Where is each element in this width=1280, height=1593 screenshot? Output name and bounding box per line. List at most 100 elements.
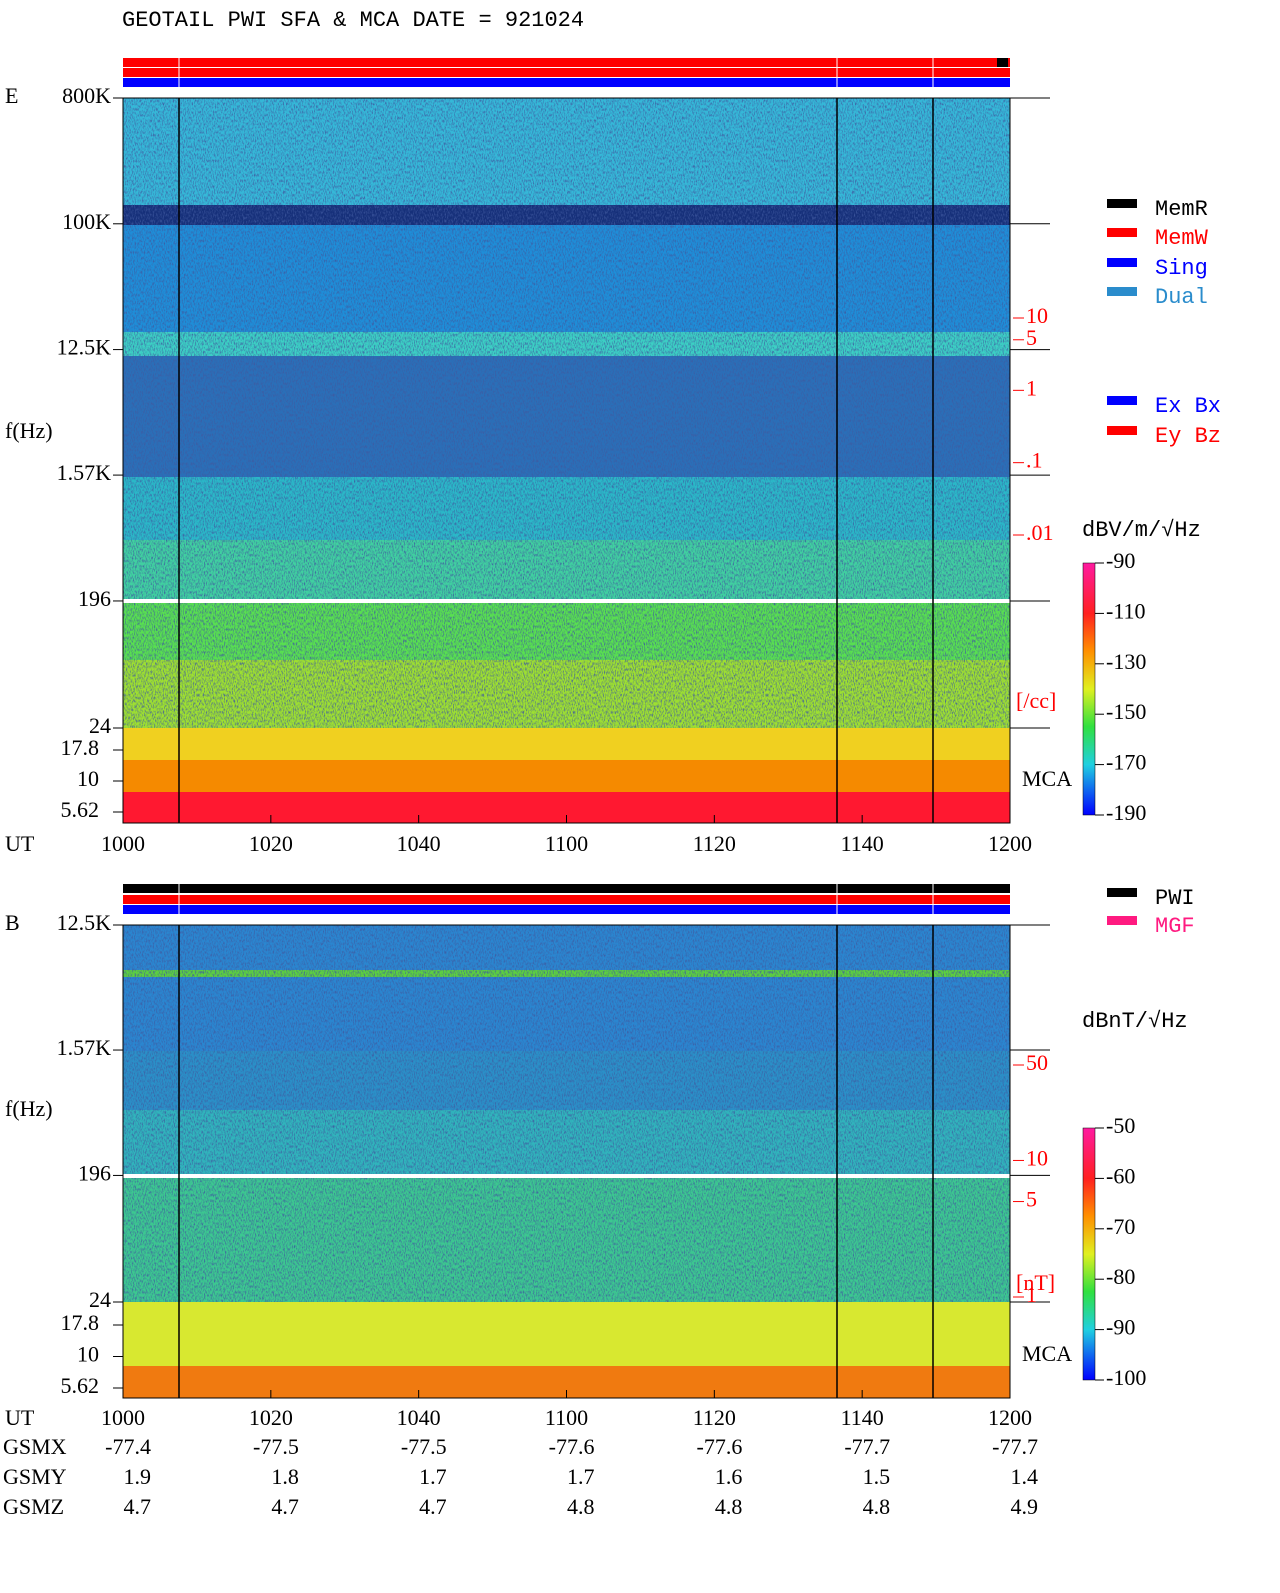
- orbit-value: -77.4: [105, 1434, 151, 1459]
- x-tick-label: 1120: [693, 831, 736, 856]
- mca-label: MCA: [1022, 1341, 1072, 1366]
- y-tick-label: 12.5K: [57, 335, 112, 360]
- x-tick-label: 1020: [249, 831, 293, 856]
- mca-tick-label: 10: [77, 766, 99, 791]
- legend-swatch: [1107, 258, 1137, 267]
- legend-swatch: [1107, 916, 1137, 925]
- orbit-value: 4.7: [124, 1494, 152, 1519]
- orbit-value: 1.6: [715, 1464, 743, 1489]
- legend-label: MemR: [1155, 197, 1208, 222]
- spectrogram-texture: [123, 98, 1010, 728]
- x-tick-label: 1000: [101, 1405, 145, 1430]
- orbit-value: 1.7: [419, 1464, 447, 1489]
- x-tick-label: 1140: [841, 1405, 884, 1430]
- right-tick-label: .1: [1026, 448, 1043, 473]
- y-tick-label: 24: [89, 713, 111, 738]
- mca-label: MCA: [1022, 766, 1072, 791]
- legend-label: Dual: [1155, 285, 1208, 310]
- orbit-value: 1.9: [124, 1464, 152, 1489]
- colorbar-tick-label: -60: [1106, 1163, 1135, 1188]
- x-axis-label: UT: [5, 831, 35, 856]
- right-tick-label: 5: [1026, 1187, 1037, 1212]
- orbit-value: 4.8: [715, 1494, 743, 1519]
- colorbar-tick-label: -170: [1106, 750, 1146, 775]
- mca-tick-label: 5.62: [61, 1373, 100, 1398]
- mca-tick-label: 5.62: [61, 797, 100, 822]
- colorbar-tick-label: -100: [1106, 1365, 1146, 1390]
- legend-label: Sing: [1155, 256, 1208, 281]
- legend-label: MemW: [1155, 226, 1209, 251]
- legend-label: PWI: [1155, 886, 1195, 911]
- x-tick-label: 1100: [545, 831, 588, 856]
- right-tick-label: 1: [1026, 1282, 1037, 1307]
- legend-swatch: [1107, 287, 1137, 296]
- orbit-value: 4.7: [419, 1494, 447, 1519]
- right-axis-label: [nT]: [1016, 1270, 1055, 1295]
- mca-tick-label: 17.8: [61, 1310, 100, 1335]
- orbit-value: -77.5: [253, 1434, 299, 1459]
- colorbar-label: dBnT/√Hz: [1082, 1009, 1188, 1034]
- mca-tick-label: 10: [77, 1342, 99, 1367]
- x-tick-label: 1200: [988, 831, 1032, 856]
- legend-swatch: [1107, 228, 1137, 237]
- orbit-value: 4.7: [271, 1494, 299, 1519]
- colorbar-tick-label: -130: [1106, 649, 1146, 674]
- mode-bar: [123, 58, 1010, 67]
- orbit-value: 1.5: [863, 1464, 891, 1489]
- colorbar-tick-label: -90: [1106, 548, 1135, 573]
- x-tick-label: 1200: [988, 1405, 1032, 1430]
- colorbar: [1082, 562, 1096, 816]
- x-tick-label: 1120: [693, 1405, 736, 1430]
- orbit-row-label: GSMX: [3, 1434, 67, 1459]
- orbit-value: 1.4: [1011, 1464, 1039, 1489]
- colorbar-tick-label: -80: [1106, 1264, 1135, 1289]
- x-axis-label: UT: [5, 1405, 35, 1430]
- y-axis-label: f(Hz): [5, 418, 53, 443]
- orbit-row-label: GSMZ: [3, 1494, 64, 1519]
- x-tick-label: 1000: [101, 831, 145, 856]
- orbit-value: -77.5: [401, 1434, 447, 1459]
- spectrogram-texture: [123, 925, 1010, 1302]
- orbit-value: -77.7: [844, 1434, 890, 1459]
- right-tick-label: 50: [1026, 1050, 1048, 1075]
- legend-swatch: [1107, 426, 1137, 435]
- mode-bar: [123, 884, 1010, 893]
- right-axis-label: [/cc]: [1016, 688, 1056, 713]
- spectrogram-band: [123, 760, 1010, 792]
- panel-label: B: [5, 910, 20, 935]
- x-tick-label: 1100: [545, 1405, 588, 1430]
- orbit-value: 1.8: [271, 1464, 299, 1489]
- y-tick-label: 24: [89, 1287, 111, 1312]
- colorbar-label: dBV/m/√Hz: [1082, 518, 1201, 543]
- colorbar-tick-label: -90: [1106, 1315, 1135, 1340]
- colorbar-tick-label: -50: [1106, 1113, 1135, 1138]
- orbit-value: 4.8: [567, 1494, 595, 1519]
- right-tick-label: 10: [1026, 1145, 1048, 1170]
- mode-bar: [123, 68, 1010, 77]
- x-tick-label: 1020: [249, 1405, 293, 1430]
- orbit-value: -77.7: [992, 1434, 1038, 1459]
- x-tick-label: 1040: [397, 1405, 441, 1430]
- mode-bar: [123, 905, 1010, 914]
- title: GEOTAIL PWI SFA & MCA DATE = 921024: [122, 8, 584, 33]
- legend-label: Ex Bx: [1155, 394, 1221, 419]
- legend-label: Ey Bz: [1155, 424, 1221, 449]
- mode-bar: [123, 895, 1010, 904]
- y-tick-label: 196: [78, 1160, 111, 1185]
- mode-bar: [997, 58, 1008, 67]
- spectrogram-band: [123, 728, 1010, 760]
- colorbar-tick-label: -70: [1106, 1214, 1135, 1239]
- spectrogram-band: [123, 1302, 1010, 1366]
- orbit-value: -77.6: [697, 1434, 743, 1459]
- orbit-value: 4.8: [863, 1494, 891, 1519]
- y-tick-label: 196: [78, 586, 111, 611]
- legend-label: MGF: [1155, 914, 1195, 939]
- colorbar-tick-label: -150: [1106, 699, 1146, 724]
- legend-swatch: [1107, 199, 1137, 208]
- right-tick-label: .01: [1026, 520, 1054, 545]
- y-axis-label: f(Hz): [5, 1096, 53, 1121]
- right-tick-label: 5: [1026, 325, 1037, 350]
- x-tick-label: 1040: [397, 831, 441, 856]
- y-tick-label: 12.5K: [57, 910, 112, 935]
